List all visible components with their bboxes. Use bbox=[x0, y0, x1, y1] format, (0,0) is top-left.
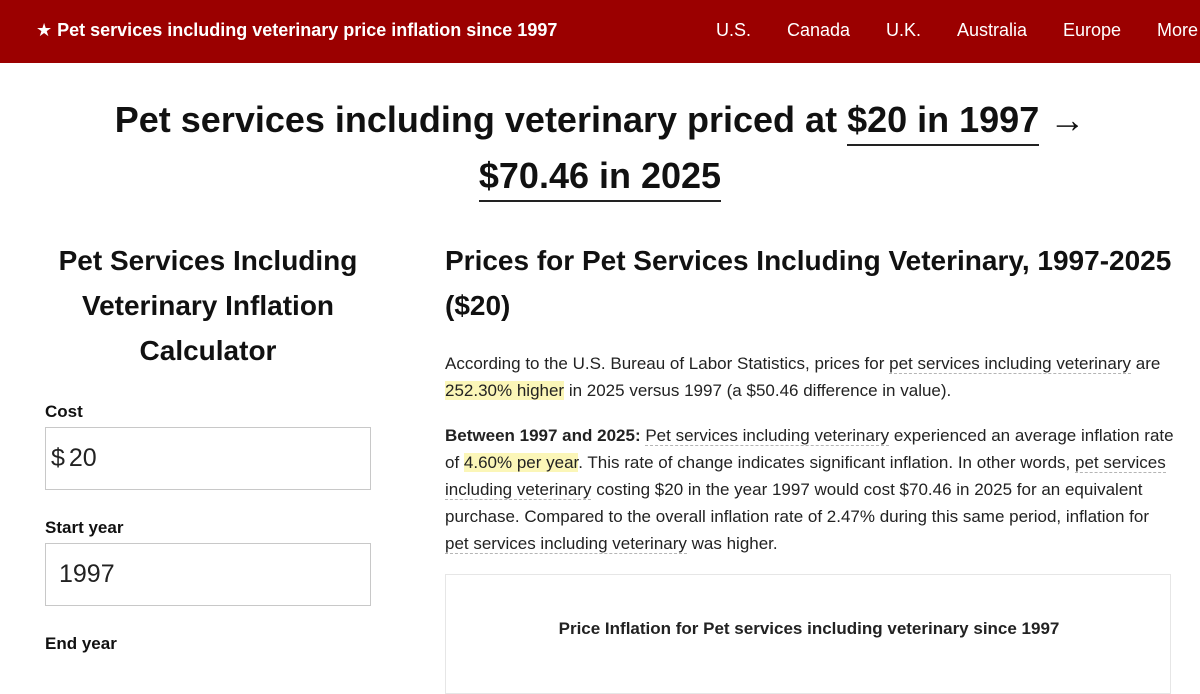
cost-input-value: 20 bbox=[68, 444, 97, 472]
percent-change-highlight: 252.30% higher bbox=[445, 381, 565, 400]
summary-text: are bbox=[1131, 354, 1161, 373]
nav-link-us[interactable]: U.S. bbox=[716, 20, 752, 40]
dollar-prefix: $ bbox=[51, 444, 65, 472]
detail-text: was higher. bbox=[686, 534, 778, 553]
period-lead: Between 1997 and 2025: bbox=[445, 426, 641, 445]
detail-text: costing $20 in the year 1997 would cost … bbox=[445, 480, 1150, 526]
rate-highlight: 4.60% per year bbox=[463, 453, 579, 472]
hero-start-value[interactable]: $20 in 1997 bbox=[847, 99, 1040, 146]
top-navigation-bar: ★ Pet services including veterinary pric… bbox=[0, 0, 1200, 63]
start-year-input-value: 1997 bbox=[59, 560, 115, 588]
nav-link-more[interactable]: More bbox=[1157, 20, 1199, 40]
category-link[interactable]: pet services including veterinary bbox=[445, 453, 1166, 500]
category-link[interactable]: Pet services including veterinary bbox=[645, 426, 890, 446]
arrow-right-icon: → bbox=[1049, 99, 1086, 140]
nav-link-europe[interactable]: Europe bbox=[1063, 20, 1122, 40]
detail-text: experienced an average inflation rate of bbox=[445, 426, 1174, 472]
end-year-label: End year bbox=[45, 634, 117, 653]
nav-link-australia[interactable]: Australia bbox=[957, 20, 1028, 40]
chart-title: Price Inflation for Pet services includi… bbox=[558, 619, 1060, 638]
cost-input[interactable]: $ 20 bbox=[45, 427, 371, 490]
article-title: Prices for Pet Services Including Veteri… bbox=[445, 245, 1172, 321]
summary-text: According to the U.S. Bureau of Labor St… bbox=[445, 354, 890, 373]
article-content: Prices for Pet Services Including Veteri… bbox=[445, 238, 1175, 694]
category-link[interactable]: pet services including veterinary bbox=[889, 354, 1132, 374]
detail-text: . This rate of change indicates signific… bbox=[578, 453, 1076, 472]
start-year-input[interactable]: 1997 bbox=[45, 543, 371, 606]
site-brand-link[interactable]: ★ Pet services including veterinary pric… bbox=[36, 20, 558, 40]
chart-container: Price Inflation for Pet services includi… bbox=[445, 574, 1171, 694]
start-year-label: Start year bbox=[45, 518, 124, 537]
nav-link-uk[interactable]: U.K. bbox=[886, 20, 922, 40]
hero-end-value[interactable]: $70.46 in 2025 bbox=[478, 155, 722, 202]
detail-paragraph: Between 1997 and 2025: Pet services incl… bbox=[445, 422, 1175, 557]
category-link[interactable]: pet services including veterinary bbox=[445, 534, 687, 554]
inflation-calculator: Pet Services Including Veterinary Inflat… bbox=[45, 238, 371, 654]
summary-text: in 2025 versus 1997 (a $50.46 difference… bbox=[564, 381, 952, 400]
calculator-title: Pet Services Including Veterinary Inflat… bbox=[58, 245, 358, 366]
cost-label: Cost bbox=[45, 402, 83, 421]
hero-prefix: Pet services including veterinary priced… bbox=[114, 99, 838, 140]
summary-paragraph: According to the U.S. Bureau of Labor St… bbox=[445, 350, 1175, 404]
nav-link-canada[interactable]: Canada bbox=[787, 20, 851, 40]
hero-headline: Pet services including veterinary priced… bbox=[0, 92, 1200, 204]
